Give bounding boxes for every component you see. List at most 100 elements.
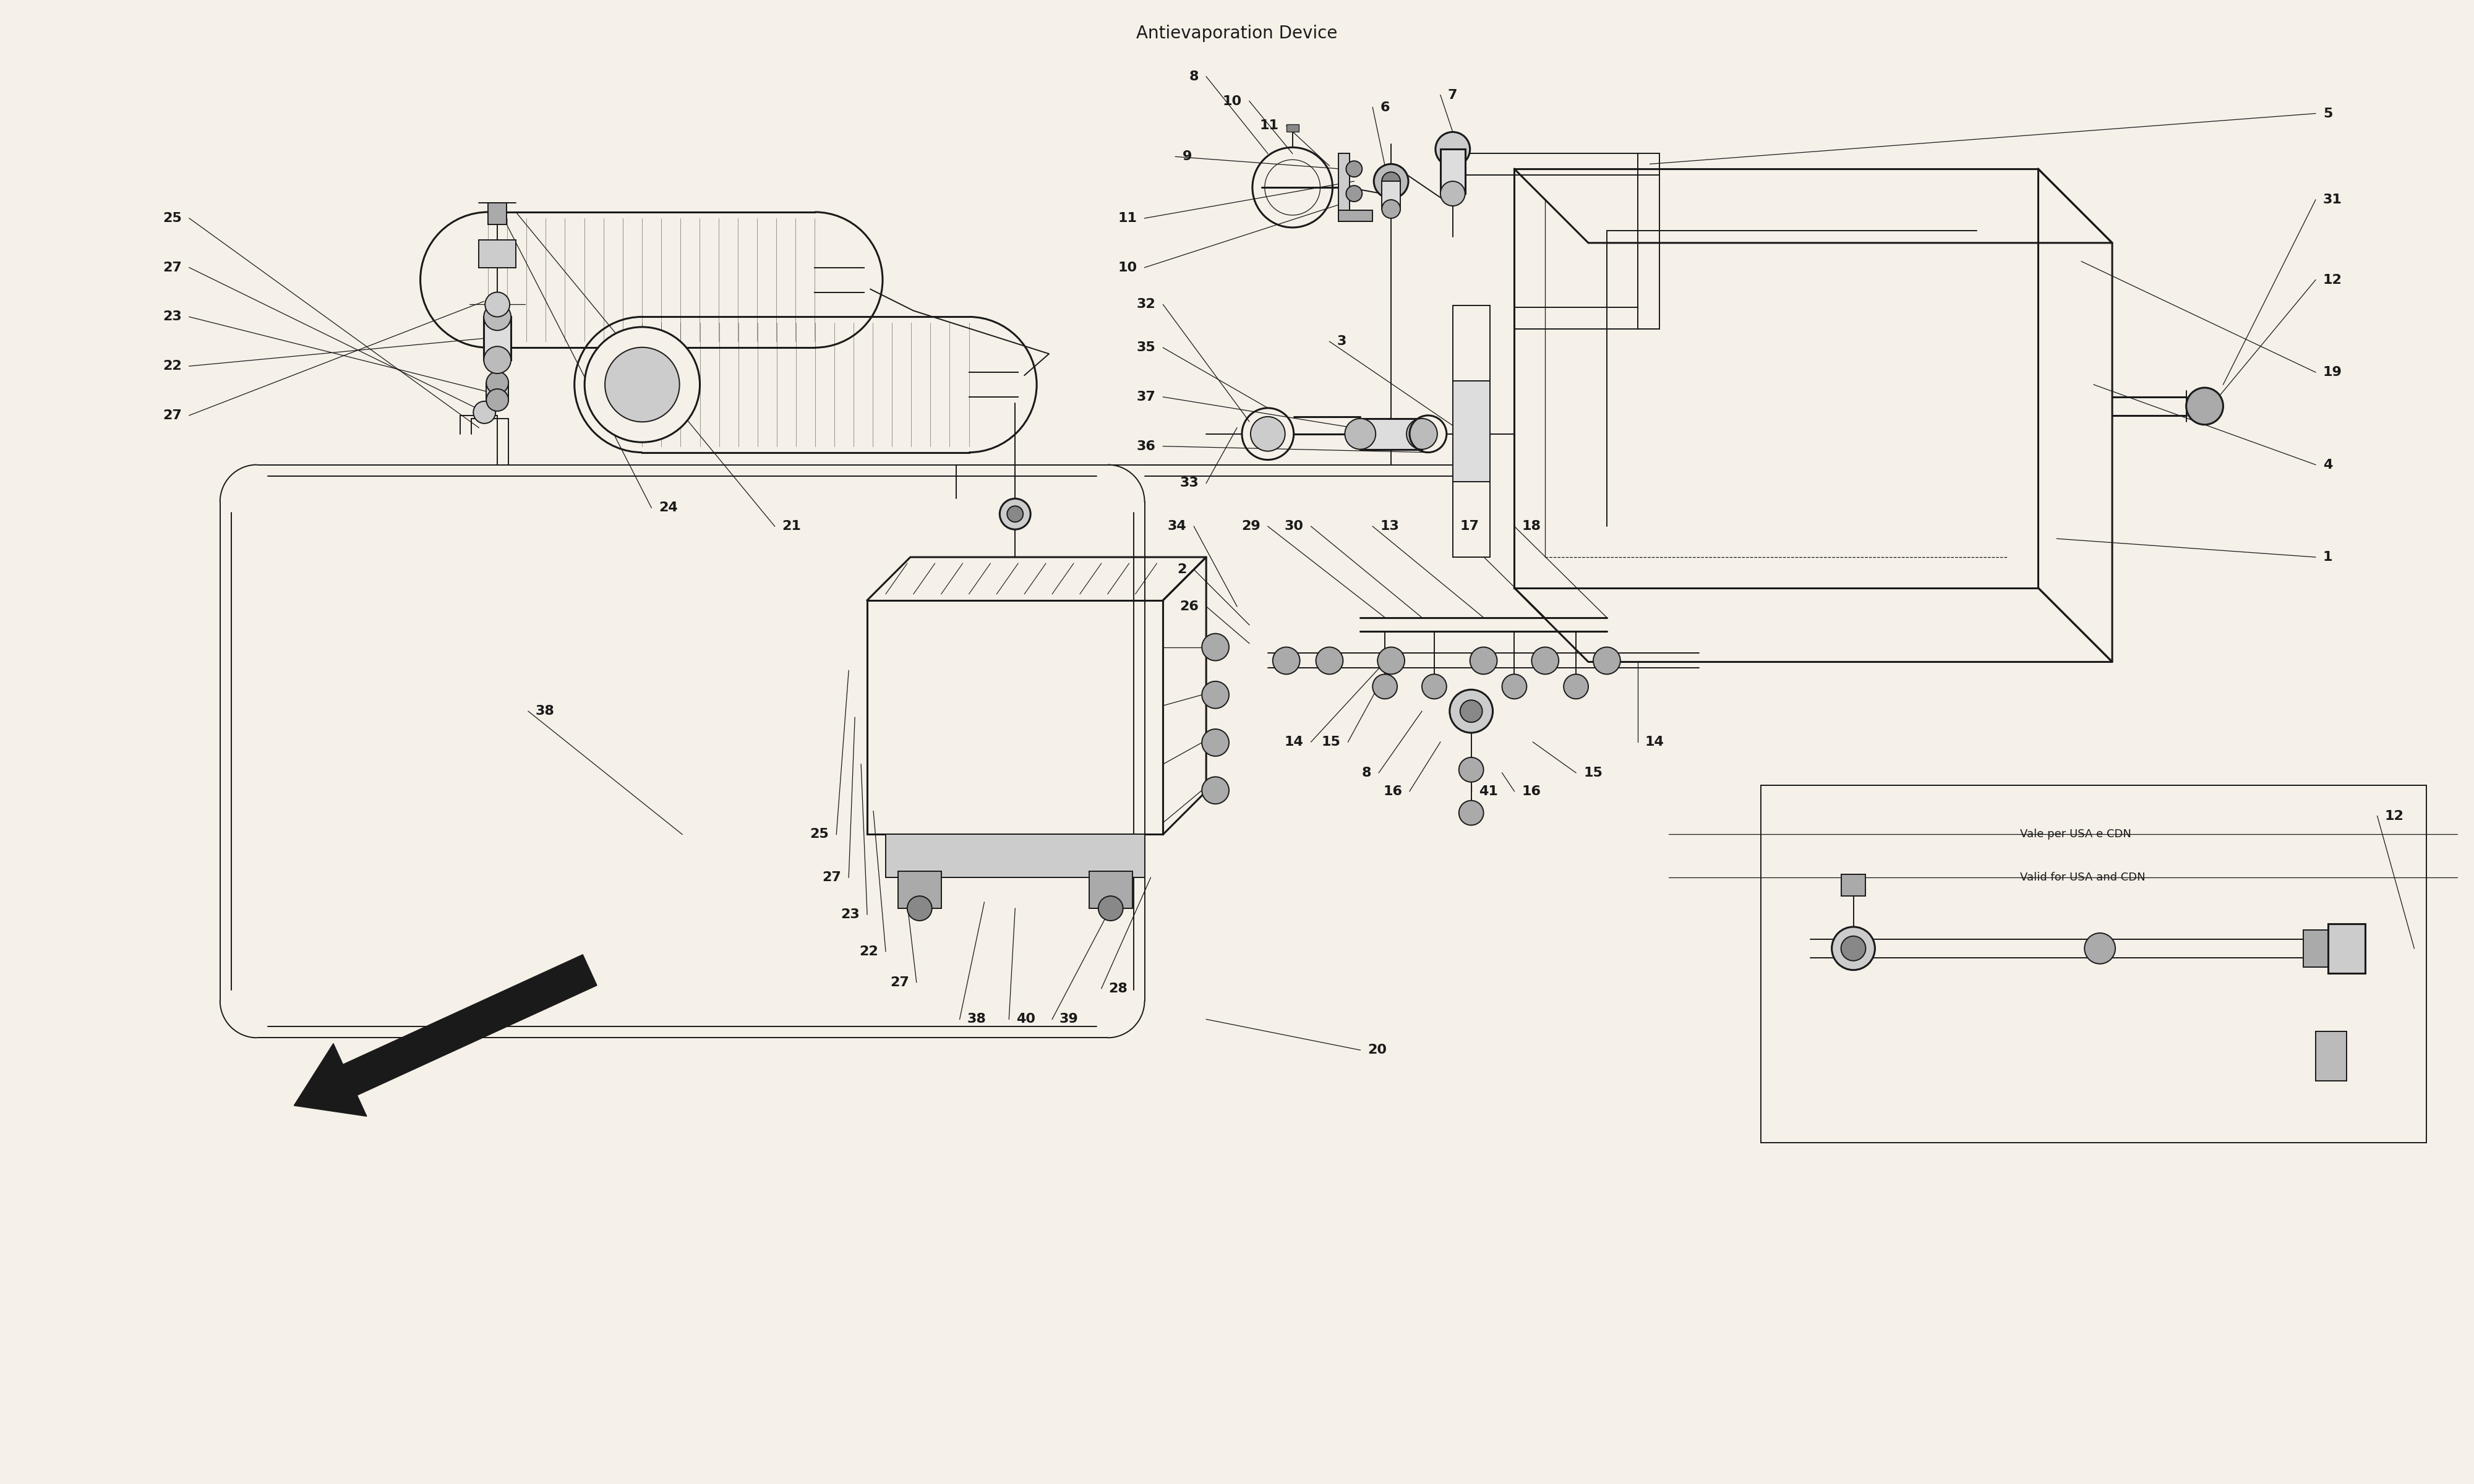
Text: 34: 34 (1168, 521, 1188, 533)
Text: 27: 27 (891, 976, 908, 988)
Text: 6: 6 (1380, 101, 1390, 113)
Text: 18: 18 (1522, 521, 1541, 533)
Bar (480, 240, 517, 267)
Bar (2328, 923, 2365, 974)
Bar (487, 203, 507, 224)
Text: 35: 35 (1136, 341, 1155, 353)
Text: 29: 29 (1242, 521, 1259, 533)
Text: 24: 24 (658, 502, 678, 513)
Circle shape (1249, 417, 1284, 451)
Text: 15: 15 (1321, 736, 1341, 748)
Circle shape (485, 303, 512, 331)
Circle shape (473, 401, 495, 423)
Text: 38: 38 (967, 1014, 987, 1025)
Circle shape (487, 371, 510, 393)
Bar (1089, 871, 1133, 908)
Text: 22: 22 (163, 361, 181, 372)
Text: 27: 27 (821, 871, 841, 884)
Circle shape (485, 346, 512, 374)
Bar (1452, 306, 1489, 556)
Circle shape (2086, 933, 2115, 963)
Text: 20: 20 (1368, 1043, 1388, 1057)
Text: 41: 41 (1479, 785, 1497, 797)
Circle shape (1202, 776, 1230, 804)
Circle shape (1316, 647, 1343, 674)
Text: 14: 14 (1284, 736, 1304, 748)
Circle shape (1383, 172, 1400, 190)
Bar (1452, 381, 1489, 482)
Text: 1: 1 (2323, 551, 2333, 564)
Text: 4: 4 (2323, 459, 2333, 470)
Text: 8: 8 (1361, 767, 1371, 779)
Text: 26: 26 (1180, 600, 1200, 613)
Circle shape (1435, 132, 1470, 166)
Circle shape (1460, 700, 1482, 723)
Bar (2316, 1031, 2345, 1080)
Circle shape (1470, 647, 1497, 674)
Text: 16: 16 (1522, 785, 1541, 797)
Circle shape (1272, 647, 1299, 674)
Bar (1761, 785, 2427, 1143)
Bar (1440, 150, 1465, 193)
Circle shape (1373, 674, 1398, 699)
Text: 31: 31 (2323, 193, 2343, 206)
Text: 11: 11 (1259, 120, 1279, 132)
Circle shape (584, 326, 700, 442)
Text: 38: 38 (534, 705, 554, 717)
Bar (886, 834, 1145, 877)
Text: 9: 9 (1183, 150, 1192, 163)
Text: Antievaporation Device: Antievaporation Device (1136, 25, 1338, 42)
Text: 13: 13 (1380, 521, 1400, 533)
Text: 10: 10 (1118, 261, 1138, 273)
Circle shape (1564, 674, 1588, 699)
Circle shape (1346, 418, 1376, 450)
Text: 15: 15 (1583, 767, 1603, 779)
Circle shape (1202, 729, 1230, 757)
Text: 5: 5 (2323, 107, 2333, 120)
Text: 22: 22 (858, 945, 878, 957)
Bar (1338, 211, 1373, 221)
Circle shape (1346, 160, 1363, 177)
Text: 27: 27 (163, 410, 181, 421)
Circle shape (1502, 674, 1526, 699)
Text: 37: 37 (1136, 390, 1155, 404)
Text: 27: 27 (163, 261, 181, 273)
Circle shape (1831, 927, 1875, 971)
Text: 7: 7 (1447, 89, 1457, 101)
Text: 36: 36 (1136, 441, 1155, 453)
Circle shape (1007, 506, 1024, 522)
Text: 19: 19 (2323, 367, 2343, 378)
Text: 23: 23 (841, 908, 861, 920)
Bar (1338, 153, 1351, 221)
Text: 14: 14 (1645, 736, 1665, 748)
Text: 11: 11 (1118, 212, 1138, 224)
Text: 16: 16 (1383, 785, 1403, 797)
Bar (1841, 874, 1865, 896)
Circle shape (999, 499, 1032, 530)
Circle shape (1202, 634, 1230, 660)
Text: Valid for USA and CDN: Valid for USA and CDN (2019, 873, 2145, 883)
Text: 23: 23 (163, 310, 181, 324)
Circle shape (1423, 674, 1447, 699)
Text: 25: 25 (809, 828, 829, 840)
Circle shape (1450, 690, 1492, 733)
Bar (1286, 125, 1299, 132)
Text: 12: 12 (2323, 273, 2343, 286)
Text: 10: 10 (1222, 95, 1242, 107)
Circle shape (1202, 681, 1230, 708)
Circle shape (1346, 186, 1363, 202)
Circle shape (908, 896, 933, 920)
Bar (485, 316, 512, 361)
Circle shape (606, 347, 680, 421)
Circle shape (1593, 647, 1620, 674)
Text: 17: 17 (1460, 521, 1479, 533)
Text: 21: 21 (782, 521, 802, 533)
Text: 3: 3 (1336, 335, 1346, 347)
Text: 12: 12 (2385, 810, 2405, 822)
Text: 40: 40 (1017, 1014, 1037, 1025)
Circle shape (1531, 647, 1559, 674)
Circle shape (485, 292, 510, 316)
Circle shape (1378, 647, 1405, 674)
Text: 28: 28 (1108, 982, 1128, 994)
Text: 2: 2 (1178, 564, 1188, 576)
